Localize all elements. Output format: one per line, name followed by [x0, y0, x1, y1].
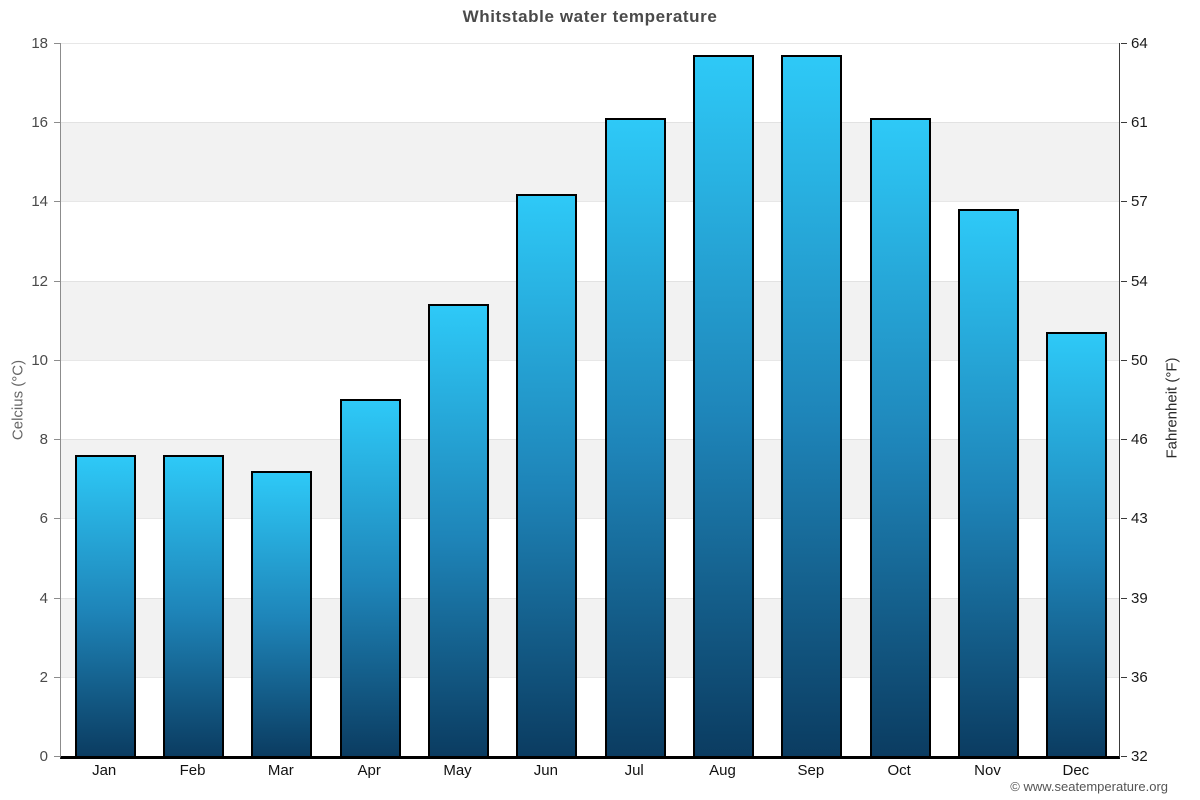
bar-mar	[251, 471, 313, 756]
y-tick-label-fahrenheit: 64	[1131, 35, 1148, 52]
plot-area	[60, 43, 1120, 759]
x-tick-label-nov: Nov	[974, 762, 1001, 779]
grid-band	[61, 676, 1119, 756]
grid-band	[61, 597, 1119, 677]
grid-band	[61, 201, 1119, 281]
y-tick-right	[1121, 43, 1127, 44]
y-tick-label-celsius: 18	[31, 35, 48, 52]
bar-dec	[1046, 332, 1108, 756]
y-tick-label-fahrenheit: 61	[1131, 114, 1148, 132]
y-tick-left	[54, 439, 60, 441]
y-tick-left	[54, 122, 60, 124]
grid-band	[61, 122, 1119, 202]
y-tick-left	[54, 280, 60, 282]
y-tick-label-celsius: 2	[39, 668, 48, 686]
x-tick-label-jul: Jul	[624, 762, 644, 779]
y-tick-right	[1121, 280, 1127, 282]
y-tick-label-fahrenheit: 46	[1131, 431, 1148, 449]
copyright-credit: © www.seatemperature.org	[1010, 779, 1168, 794]
x-tick-label-may: May	[443, 762, 472, 779]
y-tick-right	[1121, 439, 1127, 441]
bar-apr	[339, 399, 401, 756]
y-tick-label-celsius: 14	[31, 193, 48, 211]
y-tick-label-fahrenheit: 39	[1131, 589, 1148, 607]
grid-band	[61, 518, 1119, 598]
bar-aug	[693, 55, 754, 756]
bar-feb	[163, 455, 224, 756]
y-tick-label-fahrenheit: 36	[1131, 668, 1148, 686]
bar-may	[428, 304, 489, 756]
y-tick-label-celsius: 6	[39, 510, 48, 528]
y-tick-left	[54, 201, 60, 203]
y-tick-label-celsius: 0	[39, 748, 48, 765]
y-tick-label-fahrenheit: 43	[1131, 510, 1148, 528]
y-tick-label-fahrenheit: 54	[1131, 272, 1148, 290]
x-tick-label-apr: Apr	[357, 762, 381, 779]
grid-band	[61, 359, 1119, 440]
bar-jan	[74, 455, 136, 756]
bar-jul	[604, 118, 666, 756]
y-tick-label-fahrenheit: 50	[1131, 351, 1148, 369]
chart-title: Whitstable water temperature	[462, 7, 718, 26]
y-tick-label-celsius: 16	[31, 114, 48, 132]
bar-oct	[869, 118, 931, 756]
y-tick-left	[54, 43, 60, 44]
y-tick-right	[1121, 756, 1127, 757]
x-tick-label-jun: Jun	[533, 762, 558, 779]
x-tick-label-feb: Feb	[179, 762, 206, 779]
y-tick-left	[54, 359, 60, 361]
y-tick-label-fahrenheit: 32	[1131, 748, 1148, 765]
grid-band	[61, 439, 1119, 519]
bar-jun	[516, 194, 578, 756]
y-tick-left	[54, 597, 60, 599]
y-tick-right	[1121, 122, 1127, 124]
x-tick-label-aug: Aug	[709, 762, 736, 779]
y-tick-right	[1121, 518, 1127, 520]
y-tick-left	[54, 756, 60, 757]
y-tick-left	[54, 518, 60, 520]
grid-band	[61, 43, 1119, 123]
y-tick-right	[1121, 201, 1127, 203]
y-axis-title-celsius: Celcius (°C)	[9, 359, 27, 441]
x-tick-label-dec: Dec	[1062, 762, 1090, 779]
y-tick-left	[54, 676, 60, 678]
x-tick-label-sep: Sep	[797, 762, 825, 779]
bar-sep	[781, 55, 843, 756]
y-tick-right	[1121, 359, 1127, 361]
y-axis-title-fahrenheit: Fahrenheit (°F)	[1163, 357, 1181, 459]
y-tick-label-celsius: 10	[31, 351, 48, 369]
y-tick-right	[1121, 676, 1127, 678]
y-tick-right	[1121, 597, 1127, 599]
x-tick-label-mar: Mar	[267, 762, 294, 779]
y-tick-label-celsius: 12	[31, 272, 48, 290]
y-tick-label-fahrenheit: 57	[1131, 193, 1148, 211]
x-tick-label-oct: Oct	[887, 762, 911, 779]
y-tick-label-celsius: 8	[39, 431, 48, 449]
x-tick-label-jan: Jan	[92, 762, 117, 779]
grid-band	[61, 280, 1119, 360]
y-tick-label-celsius: 4	[39, 589, 48, 607]
bar-nov	[958, 209, 1019, 756]
